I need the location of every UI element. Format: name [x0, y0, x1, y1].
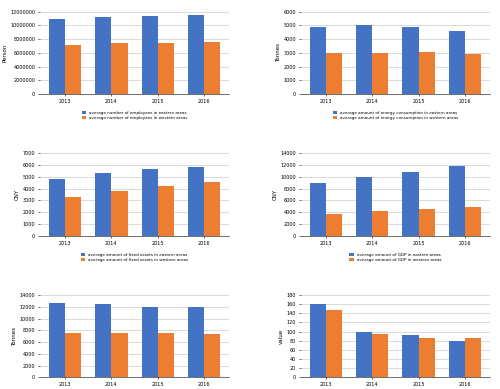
Bar [465, 207, 481, 236]
Bar [356, 25, 372, 94]
Bar [142, 307, 158, 377]
Bar [95, 173, 112, 236]
Y-axis label: CNY: CNY [272, 189, 278, 200]
Bar [112, 43, 128, 94]
Bar [95, 17, 112, 94]
Bar [65, 333, 81, 377]
Bar [402, 27, 418, 94]
Bar [188, 167, 204, 236]
Bar [418, 338, 435, 377]
Bar [158, 333, 174, 377]
Bar [48, 303, 65, 377]
Bar [326, 214, 342, 236]
Bar [465, 54, 481, 94]
Y-axis label: Tonnes: Tonnes [12, 327, 16, 346]
Bar [158, 42, 174, 94]
Legend: average amount of fixed assets in eastern areas, average amount of fixed assets : average amount of fixed assets in easter… [80, 252, 188, 262]
Y-axis label: Tonnes: Tonnes [276, 43, 281, 62]
Bar [188, 307, 204, 377]
Bar [142, 168, 158, 236]
Bar [204, 334, 220, 377]
Bar [465, 338, 481, 377]
Legend: average number of employees in eastern areas, average number of employees in wes: average number of employees in eastern a… [82, 111, 188, 120]
Bar [310, 183, 326, 236]
Bar [204, 182, 220, 236]
Bar [372, 53, 388, 94]
Bar [48, 179, 65, 236]
Bar [402, 335, 418, 377]
Bar [326, 53, 342, 94]
Bar [372, 334, 388, 377]
Bar [372, 211, 388, 236]
Bar [48, 19, 65, 94]
Legend: average amount of energy consumption in eastern areas, average amount of energy : average amount of energy consumption in … [332, 111, 458, 120]
Bar [204, 42, 220, 94]
Bar [418, 209, 435, 236]
Bar [65, 197, 81, 236]
Bar [449, 166, 465, 236]
Bar [65, 45, 81, 94]
Legend: average amount of GDP in eastern areas, average amount of GDP in western areas: average amount of GDP in eastern areas, … [350, 252, 442, 262]
Bar [112, 191, 128, 236]
Bar [142, 16, 158, 94]
Bar [112, 333, 128, 377]
Bar [356, 331, 372, 377]
Y-axis label: Person: Person [2, 44, 7, 62]
Y-axis label: CNY: CNY [15, 189, 20, 200]
Bar [402, 172, 418, 236]
Bar [188, 15, 204, 94]
Bar [310, 304, 326, 377]
Bar [326, 310, 342, 377]
Bar [310, 27, 326, 94]
Bar [356, 177, 372, 236]
Bar [418, 52, 435, 94]
Bar [158, 186, 174, 236]
Y-axis label: value: value [279, 329, 284, 344]
Bar [449, 31, 465, 94]
Bar [95, 304, 112, 377]
Bar [449, 341, 465, 377]
